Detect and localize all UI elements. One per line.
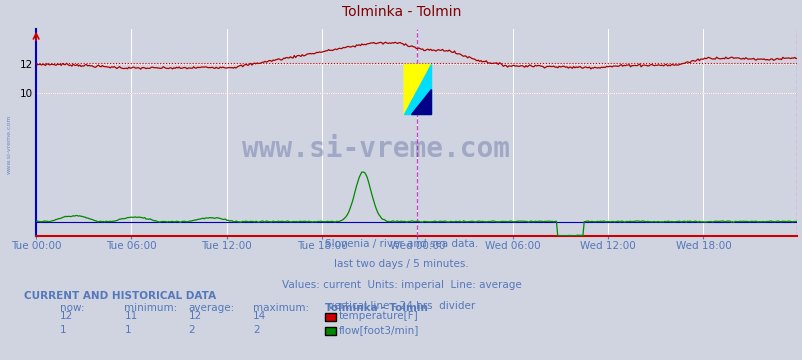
Text: Values: current  Units: imperial  Line: average: Values: current Units: imperial Line: av… bbox=[282, 280, 520, 291]
Text: www.si-vreme.com: www.si-vreme.com bbox=[241, 135, 509, 163]
Text: Tolminka - Tolmin: Tolminka - Tolmin bbox=[342, 5, 460, 19]
Text: minimum:: minimum: bbox=[124, 303, 177, 313]
Text: 12: 12 bbox=[60, 311, 74, 321]
Text: 1: 1 bbox=[124, 325, 131, 335]
Text: flow[foot3/min]: flow[foot3/min] bbox=[338, 325, 419, 335]
Text: average:: average: bbox=[188, 303, 235, 313]
Text: maximum:: maximum: bbox=[253, 303, 309, 313]
Text: Slovenia / river and sea data.: Slovenia / river and sea data. bbox=[325, 239, 477, 249]
Text: 12: 12 bbox=[188, 311, 202, 321]
Text: 2: 2 bbox=[253, 325, 259, 335]
Text: 1: 1 bbox=[60, 325, 67, 335]
Polygon shape bbox=[403, 64, 430, 114]
Text: CURRENT AND HISTORICAL DATA: CURRENT AND HISTORICAL DATA bbox=[24, 291, 216, 301]
Polygon shape bbox=[411, 90, 430, 114]
Text: now:: now: bbox=[60, 303, 85, 313]
Text: 2: 2 bbox=[188, 325, 195, 335]
Text: 11: 11 bbox=[124, 311, 138, 321]
Text: vertical line - 24 hrs  divider: vertical line - 24 hrs divider bbox=[327, 301, 475, 311]
Text: temperature[F]: temperature[F] bbox=[338, 311, 418, 321]
Text: Tolminka - Tolmin: Tolminka - Tolmin bbox=[325, 303, 427, 313]
Polygon shape bbox=[403, 64, 430, 114]
Text: www.si-vreme.com: www.si-vreme.com bbox=[6, 114, 11, 174]
Text: 14: 14 bbox=[253, 311, 266, 321]
Text: last two days / 5 minutes.: last two days / 5 minutes. bbox=[334, 260, 468, 270]
